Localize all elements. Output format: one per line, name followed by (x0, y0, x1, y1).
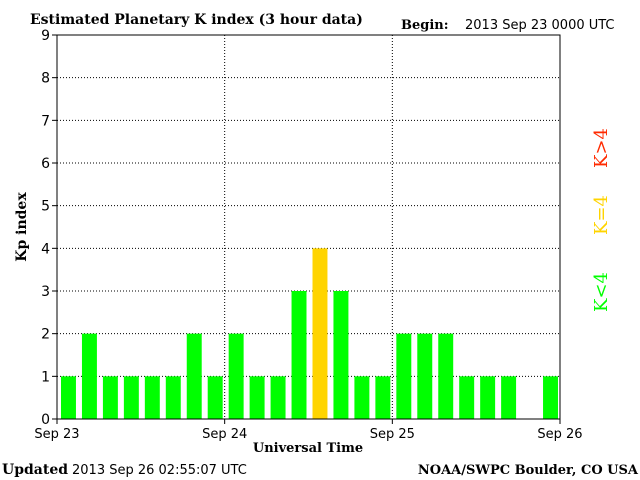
y-tick-label: 1 (41, 369, 50, 385)
kp-bar (291, 291, 307, 419)
begin-label: Begin: (401, 18, 449, 33)
x-axis: Sep 23 Sep 24 Sep 25 Sep 26 (34, 419, 583, 442)
kp-bar (228, 333, 244, 419)
y-tick-label: 7 (41, 113, 50, 129)
legend-equal-label: K=4 (591, 195, 612, 235)
kp-bar (375, 376, 391, 419)
kp-bar (543, 376, 558, 419)
kp-bar (270, 376, 286, 419)
y-tick-label: 4 (41, 241, 50, 257)
y-tick-label: 3 (41, 284, 50, 300)
source-label: NOAA/SWPC Boulder, CO USA (418, 463, 639, 478)
y-tick-label: 9 (41, 28, 50, 44)
begin-value: 2013 Sep 23 0000 UTC (465, 18, 615, 33)
plot-frame (56, 34, 561, 420)
kp-bar (459, 376, 475, 419)
x-tick-label: Sep 26 (537, 427, 582, 442)
y-tick-label: 2 (41, 327, 50, 343)
kp-bar (501, 376, 517, 419)
kp-bar (144, 376, 160, 419)
kp-bar (186, 333, 202, 419)
chart-title: Estimated Planetary K index (3 hour data… (30, 12, 363, 28)
y-tick-label: 0 (41, 412, 50, 428)
y-tick-label: 6 (41, 156, 50, 172)
x-tick-label: Sep 25 (370, 427, 415, 442)
gridlines (57, 35, 560, 419)
kp-bars (61, 248, 558, 419)
updated-label: Updated (2, 462, 68, 478)
kp-bar (102, 376, 118, 419)
kp-bar (396, 333, 412, 419)
kp-bar (438, 333, 454, 419)
kp-bar (61, 376, 76, 419)
kp-bar (312, 248, 328, 419)
kp-bar (354, 376, 370, 419)
y-axis-label: Kp index (14, 192, 30, 262)
x-tick-label: Sep 24 (202, 427, 247, 442)
kp-bar (81, 333, 97, 419)
x-axis-label: Universal Time (253, 441, 363, 456)
kp-bar (165, 376, 181, 419)
kp-bar (123, 376, 139, 419)
updated-value: 2013 Sep 26 02:55:07 UTC (72, 463, 247, 478)
kp-bar (249, 376, 265, 419)
y-tick-label: 5 (41, 199, 50, 215)
legend-below-label: K<4 (591, 272, 612, 312)
y-axis: 0 1 2 3 4 5 6 7 8 9 (41, 28, 57, 428)
kp-bar (417, 333, 433, 419)
legend-above-label: K>4 (591, 128, 612, 168)
kp-bar (480, 376, 496, 419)
kp-bar (333, 291, 349, 419)
x-tick-label: Sep 23 (34, 427, 79, 442)
kp-bar (207, 376, 223, 419)
y-tick-label: 8 (41, 71, 50, 87)
